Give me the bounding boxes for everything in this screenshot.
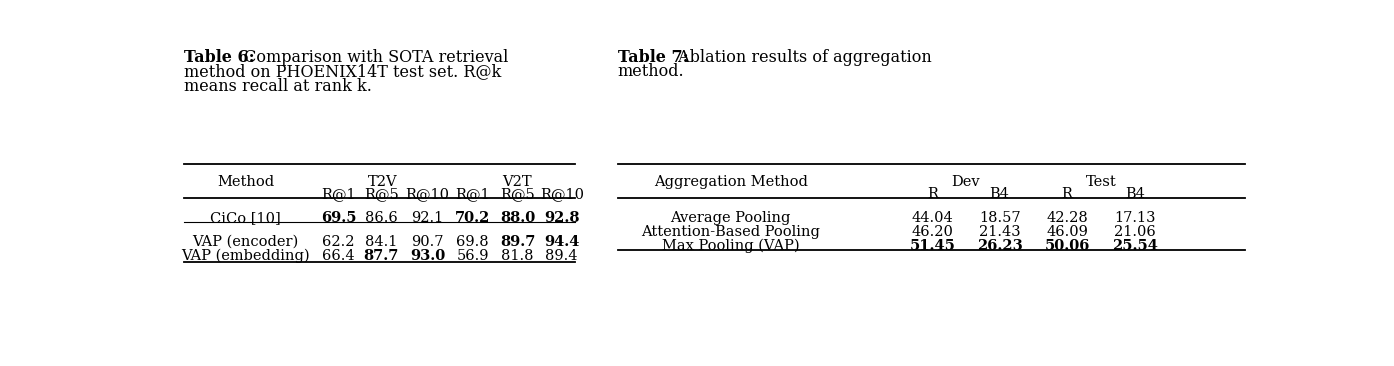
Text: 92.1: 92.1 [411, 211, 443, 225]
Text: R: R [927, 187, 938, 201]
Text: 88.0: 88.0 [500, 211, 535, 225]
Text: 26.23: 26.23 [977, 239, 1023, 253]
Text: R@10: R@10 [406, 187, 450, 201]
Text: Attention-Based Pooling: Attention-Based Pooling [641, 225, 820, 239]
Text: 21.06: 21.06 [1114, 225, 1156, 239]
Text: 18.57: 18.57 [979, 211, 1020, 225]
Text: 21.43: 21.43 [979, 225, 1020, 239]
Text: Method: Method [217, 175, 275, 189]
Text: 81.8: 81.8 [502, 249, 534, 263]
Text: means recall at rank k.: means recall at rank k. [184, 78, 371, 95]
Text: 89.4: 89.4 [545, 249, 579, 263]
Text: Average Pooling: Average Pooling [671, 211, 790, 225]
Text: B4: B4 [990, 187, 1009, 201]
Text: 50.06: 50.06 [1044, 239, 1090, 253]
Text: 25.54: 25.54 [1112, 239, 1158, 253]
Text: 46.20: 46.20 [912, 225, 953, 239]
Text: method.: method. [618, 63, 684, 80]
Text: 94.4: 94.4 [544, 235, 580, 249]
Text: Test: Test [1086, 175, 1117, 189]
Text: Max Pooling (VAP): Max Pooling (VAP) [662, 239, 800, 253]
Text: B4: B4 [1125, 187, 1146, 201]
Text: 84.1: 84.1 [365, 235, 397, 249]
Text: 66.4: 66.4 [322, 249, 355, 263]
Text: 90.7: 90.7 [411, 235, 443, 249]
Text: 70.2: 70.2 [454, 211, 491, 225]
Text: R@10: R@10 [539, 187, 584, 201]
Text: 44.04: 44.04 [912, 211, 953, 225]
Text: R@1: R@1 [456, 187, 489, 201]
Text: VAP (embedding): VAP (embedding) [181, 249, 309, 263]
Text: Comparison with SOTA retrieval: Comparison with SOTA retrieval [240, 49, 509, 66]
Text: 17.13: 17.13 [1114, 211, 1156, 225]
Text: 62.2: 62.2 [322, 235, 355, 249]
Text: 46.09: 46.09 [1046, 225, 1087, 239]
Text: 69.5: 69.5 [321, 211, 357, 225]
Text: 42.28: 42.28 [1046, 211, 1087, 225]
Text: 51.45: 51.45 [909, 239, 955, 253]
Text: R: R [1062, 187, 1072, 201]
Text: VAP (encoder): VAP (encoder) [192, 235, 298, 249]
Text: 56.9: 56.9 [456, 249, 489, 263]
Text: 89.7: 89.7 [500, 235, 535, 249]
Text: Dev: Dev [952, 175, 980, 189]
Text: 92.8: 92.8 [544, 211, 580, 225]
Text: Table 7:: Table 7: [618, 49, 689, 66]
Text: method on PHOENIX14T test set. R@k: method on PHOENIX14T test set. R@k [184, 63, 500, 80]
Text: 86.6: 86.6 [365, 211, 397, 225]
Text: R@1: R@1 [321, 187, 355, 201]
Text: V2T: V2T [502, 175, 533, 189]
Text: R@5: R@5 [364, 187, 399, 201]
Text: Table 6:: Table 6: [184, 49, 254, 66]
Text: T2V: T2V [368, 175, 397, 189]
Text: Ablation results of aggregation: Ablation results of aggregation [673, 49, 933, 66]
Text: 87.7: 87.7 [364, 249, 399, 263]
Text: 93.0: 93.0 [410, 249, 445, 263]
Text: Aggregation Method: Aggregation Method [654, 175, 807, 189]
Text: 69.8: 69.8 [456, 235, 489, 249]
Text: R@5: R@5 [500, 187, 535, 201]
Text: CiCo [10]: CiCo [10] [210, 211, 282, 225]
